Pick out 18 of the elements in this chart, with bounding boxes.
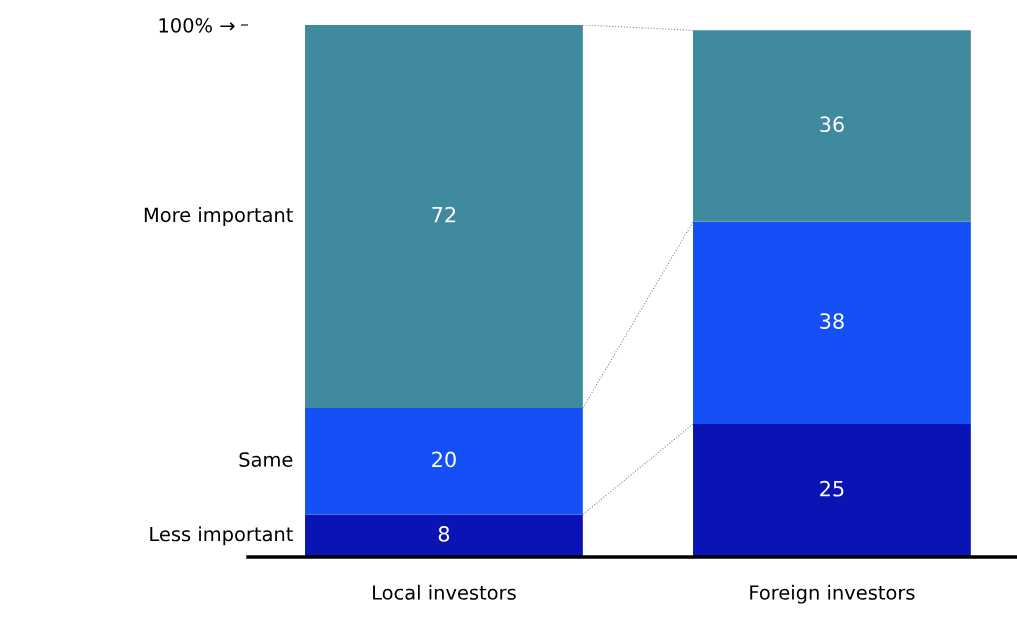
- bar: [305, 514, 583, 557]
- data-label: 72: [432, 206, 456, 223]
- y-tick-label: 100% →: [159, 17, 235, 33]
- bar: [305, 408, 583, 515]
- bar: [693, 424, 971, 557]
- bar: [693, 221, 971, 424]
- data-label: 8: [438, 526, 450, 542]
- series-label: Less important: [150, 526, 293, 546]
- data-label: 38: [820, 313, 844, 329]
- data-label: 25: [820, 480, 844, 497]
- x-tick-label: Local investors: [373, 584, 516, 600]
- series-label: Same: [239, 452, 293, 467]
- x-tick-label: Foreign investors: [750, 584, 915, 604]
- series-label: More important: [144, 207, 293, 226]
- data-label: 36: [820, 116, 844, 133]
- data-label: 20: [432, 451, 456, 468]
- bar: [305, 25, 583, 409]
- bar: [693, 30, 971, 222]
